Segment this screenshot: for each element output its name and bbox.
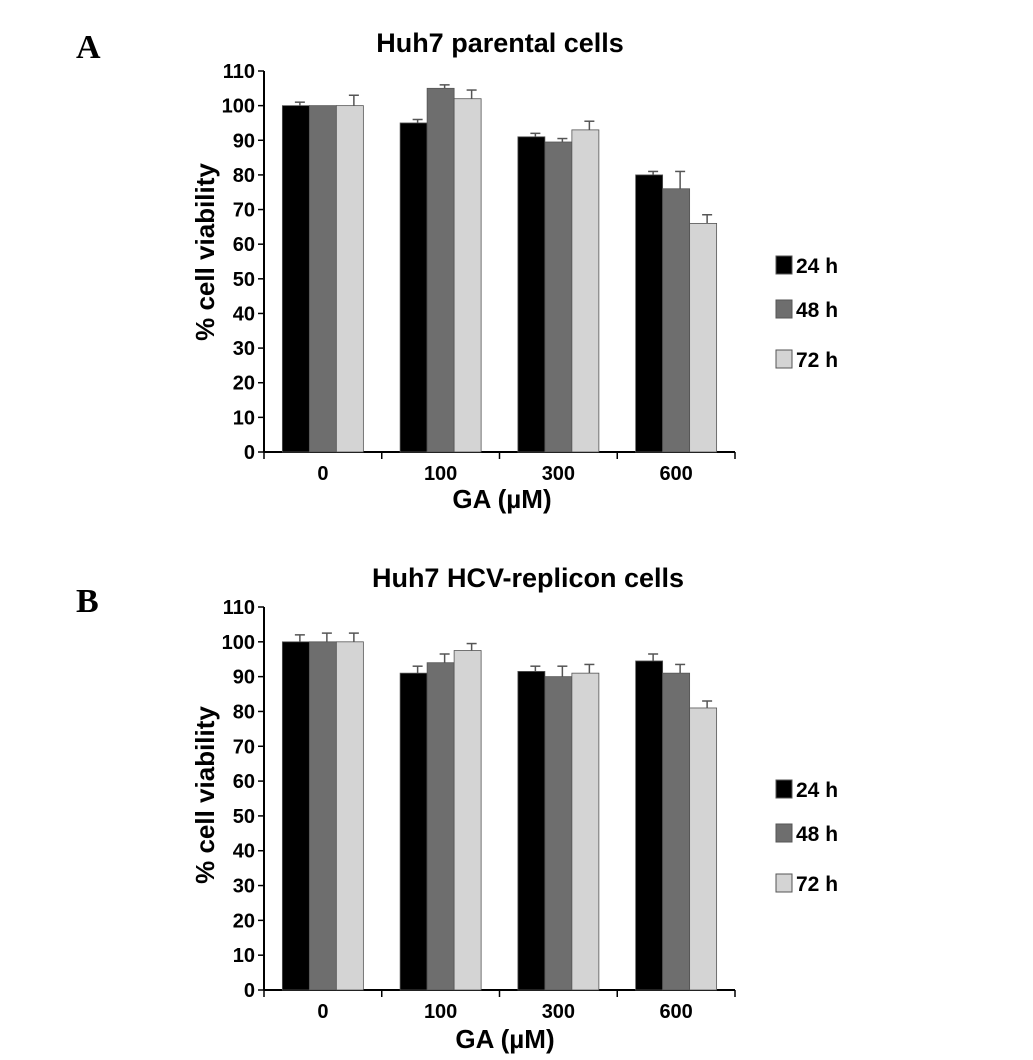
- legend-swatch-48h: [775, 823, 793, 843]
- legend-label-72h: 72 h: [796, 873, 838, 896]
- y-tick-label: 10: [233, 407, 255, 429]
- error-bars: [294, 632, 713, 708]
- y-tick-label: 70: [233, 200, 255, 222]
- x-tick-label: 600: [659, 463, 692, 485]
- bar: [662, 188, 691, 453]
- legend-label-48h: 48 h: [796, 299, 838, 322]
- x-axis-title: GA (µM): [452, 484, 551, 514]
- x-tick-label: 300: [542, 463, 575, 485]
- bar: [281, 105, 310, 453]
- chart-title: Huh7 parental cells: [376, 28, 624, 58]
- bar: [281, 641, 310, 991]
- x-tick-label: 600: [659, 1001, 692, 1023]
- bars: [281, 87, 718, 453]
- bar: [335, 105, 364, 453]
- y-tick-label: 110: [223, 597, 255, 619]
- y-tick-label: 30: [233, 338, 255, 360]
- bar: [453, 98, 482, 453]
- x-tick-label: 300: [542, 1001, 575, 1023]
- x-axis-ticks: 0 100 300 600: [263, 990, 736, 1023]
- legend-label-72h: 72 h: [796, 349, 838, 372]
- legend: 24 h 48 h 72 h: [775, 779, 838, 896]
- legend-swatch-72h: [775, 349, 793, 369]
- y-axis-title: % cell viability: [190, 706, 220, 884]
- x-axis-title: GA (µM): [455, 1024, 554, 1054]
- legend-swatch-24h: [775, 255, 793, 275]
- bars: [281, 641, 718, 991]
- bar: [662, 672, 691, 991]
- y-tick-label: 0: [244, 980, 255, 1002]
- y-tick-label: 0: [244, 442, 255, 464]
- bar: [308, 105, 337, 453]
- chart-title: Huh7 HCV-replicon cells: [372, 563, 684, 593]
- bar: [453, 650, 482, 991]
- bar: [689, 707, 718, 991]
- legend-label-48h: 48 h: [796, 823, 838, 846]
- y-tick-label: 70: [233, 736, 255, 758]
- y-tick-label: 50: [233, 806, 255, 828]
- error-bars: [294, 84, 713, 224]
- y-tick-label: 100: [222, 96, 255, 118]
- panel-b: B Huh7 HCV-replicon cells % cell viabili…: [76, 563, 838, 1054]
- y-tick-label: 30: [233, 876, 255, 898]
- y-axis-title: % cell viability: [190, 163, 220, 341]
- x-tick-label: 100: [424, 463, 457, 485]
- y-axis-ticks: 0 10 20 30 40 50 60 70 80 90 100 110: [222, 61, 264, 464]
- bar: [635, 660, 664, 991]
- x-axis-ticks: 0 100 300 600: [263, 452, 736, 485]
- bar: [426, 662, 455, 991]
- bar: [571, 672, 600, 991]
- y-axis-ticks: 0 10 20 30 40 50 60 70 80 90 100 110: [222, 597, 264, 1002]
- legend-swatch-24h: [775, 779, 793, 799]
- y-tick-label: 90: [233, 667, 255, 689]
- bar: [399, 122, 428, 453]
- bar: [571, 129, 600, 453]
- bar: [544, 676, 573, 991]
- x-tick-label: 0: [317, 463, 328, 485]
- panel-letter: A: [76, 29, 101, 66]
- y-tick-label: 90: [233, 130, 255, 152]
- y-tick-label: 40: [233, 303, 255, 325]
- bar: [308, 641, 337, 991]
- x-tick-label: 100: [424, 1001, 457, 1023]
- y-tick-label: 60: [233, 771, 255, 793]
- legend-swatch-48h: [775, 299, 793, 319]
- legend-swatch-72h: [775, 873, 793, 893]
- y-tick-label: 80: [233, 701, 255, 723]
- bar: [399, 672, 428, 991]
- x-tick-label: 0: [317, 1001, 328, 1023]
- bar: [517, 136, 546, 453]
- y-tick-label: 40: [233, 841, 255, 863]
- legend-label-24h: 24 h: [796, 255, 838, 278]
- bar: [426, 87, 455, 453]
- y-tick-label: 20: [233, 373, 255, 395]
- bar: [544, 141, 573, 453]
- y-tick-label: 80: [233, 165, 255, 187]
- y-tick-label: 10: [233, 945, 255, 967]
- bar: [517, 671, 546, 991]
- y-tick-label: 50: [233, 269, 255, 291]
- y-tick-label: 100: [222, 632, 255, 654]
- panel-a: A Huh7 parental cells % cell viability G…: [76, 28, 838, 514]
- y-tick-label: 60: [233, 234, 255, 256]
- legend-label-24h: 24 h: [796, 779, 838, 802]
- bar: [635, 174, 664, 453]
- bar: [335, 641, 364, 991]
- legend: 24 h 48 h 72 h: [775, 255, 838, 372]
- panel-letter: B: [76, 583, 99, 620]
- y-tick-label: 20: [233, 910, 255, 932]
- y-tick-label: 110: [223, 61, 255, 83]
- bar: [689, 222, 718, 453]
